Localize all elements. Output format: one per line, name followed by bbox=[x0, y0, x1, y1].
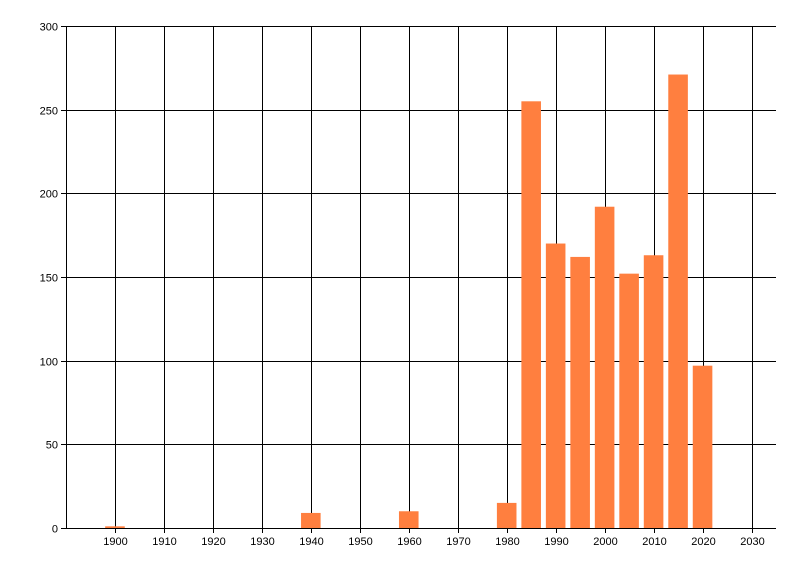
x-tick-label-1950: 1950 bbox=[348, 536, 372, 548]
x-tick-label-2010: 2010 bbox=[642, 536, 666, 548]
x-tick-label-1970: 1970 bbox=[446, 536, 470, 548]
y-tick-label-50: 50 bbox=[46, 440, 58, 452]
x-tick-label-2020: 2020 bbox=[691, 536, 715, 548]
bar-1980 bbox=[496, 502, 517, 528]
bar-1995 bbox=[570, 256, 590, 528]
x-tick-label-1980: 1980 bbox=[495, 536, 519, 548]
x-tick-label-2000: 2000 bbox=[593, 536, 617, 548]
x-tick-label-2030: 2030 bbox=[740, 536, 764, 548]
y-tick-label-250: 250 bbox=[40, 106, 58, 118]
x-tick-label-1910: 1910 bbox=[152, 536, 176, 548]
y-tick-label-200: 200 bbox=[40, 189, 58, 201]
y-axis-tick-labels: 0 50 100 150 200 250 300 bbox=[40, 22, 58, 536]
x-tick-label-1900: 1900 bbox=[103, 536, 127, 548]
bar-2005 bbox=[619, 273, 639, 528]
bars bbox=[105, 74, 713, 529]
y-tick-label-300: 300 bbox=[40, 22, 58, 34]
x-axis-tick-labels: 1900 1910 1920 1930 1940 1950 1960 1970 1980 1990… bbox=[103, 536, 764, 548]
x-tick-label-1990: 1990 bbox=[544, 536, 568, 548]
axes bbox=[61, 26, 776, 533]
bar-1990 bbox=[545, 243, 566, 529]
bar-2010 bbox=[643, 255, 664, 528]
x-tick-label-1930: 1930 bbox=[250, 536, 274, 548]
x-tick-label-1920: 1920 bbox=[201, 536, 225, 548]
bar-1985 bbox=[521, 101, 541, 529]
bar-2015 bbox=[668, 74, 688, 528]
bar-2020 bbox=[692, 365, 713, 528]
x-tick-label-1940: 1940 bbox=[299, 536, 323, 548]
y-tick-label-0: 0 bbox=[52, 524, 58, 536]
bar-1900 bbox=[105, 526, 125, 528]
bar-2000 bbox=[594, 206, 615, 528]
bar-1960 bbox=[398, 511, 419, 528]
x-tick-label-1960: 1960 bbox=[397, 536, 421, 548]
bar-1940 bbox=[301, 512, 321, 528]
y-tick-label-150: 150 bbox=[40, 273, 58, 285]
y-tick-label-100: 100 bbox=[40, 357, 58, 369]
